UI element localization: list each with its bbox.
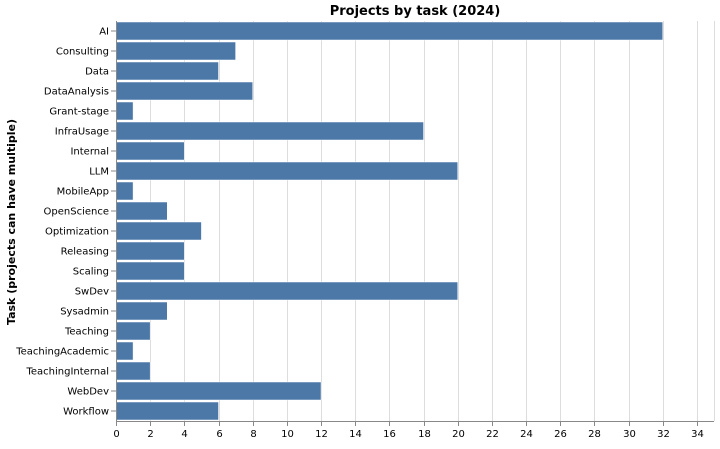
y-axis-title: Task (projects can have multiple) [5,119,18,325]
x-tick-label: 26 [554,429,567,440]
chart-title: Projects by task (2024) [330,4,501,19]
y-tick-label: Teaching [64,327,109,338]
bar-optimization [115,221,202,241]
bar-grant-stage [115,101,134,121]
bar-releasing [115,241,185,261]
x-tick-label: 24 [520,429,533,440]
x-tick-label: 28 [588,429,601,440]
bar-llm [115,161,458,181]
y-tick-label: Data [85,67,109,78]
bar-scaling [115,261,185,281]
y-tick-label: InfraUsage [55,127,109,138]
x-tick-label: 4 [181,429,187,440]
bars [115,21,663,421]
x-tick-label: 20 [452,429,465,440]
bar-ai [115,21,663,41]
bar-swdev [115,281,458,301]
x-tick-label: 6 [216,429,222,440]
y-tick-label: Releasing [61,247,109,258]
x-tick-label: 32 [657,429,670,440]
x-tick-label: 18 [418,429,431,440]
y-tick-label: Scaling [73,267,109,278]
bar-teachingacademic [115,341,134,361]
gridlines [116,21,715,421]
bar-consulting [115,41,236,61]
x-tick-label: 12 [315,429,328,440]
bar-workflow [115,401,219,421]
bar-openscience [115,201,168,221]
x-tick-label: 34 [691,429,704,440]
axes: AI Consulting Data DataAnalysis Grant-stage I… [15,21,714,440]
bar-internal [115,141,185,161]
x-tick-label: 2 [147,429,153,440]
y-tick-label: OpenScience [44,207,109,218]
bar-webdev [115,381,322,401]
x-tick-label: 0 [113,429,119,440]
y-tick-label: Consulting [56,47,109,58]
y-tick-label: AI [99,27,109,38]
y-tick-label: Grant-stage [49,107,109,118]
y-tick-label: LLM [89,167,109,178]
x-tick-label: 14 [349,429,362,440]
bar-sysadmin [115,301,168,321]
bar-infrausage [115,121,424,141]
x-tick-label: 22 [486,429,499,440]
y-tick-label: Sysadmin [60,307,109,318]
y-tick-label: DataAnalysis [44,87,109,98]
bar-dataanalysis [115,81,253,101]
x-tick-label: 10 [281,429,294,440]
x-tick-label: 30 [623,429,636,440]
y-tick-label: Internal [70,147,109,158]
y-tick-label: TeachingInternal [25,367,109,378]
bar-mobileapp [115,181,134,201]
y-tick-label: MobileApp [57,187,109,198]
x-tick-label: 16 [383,429,396,440]
y-tick-label: SwDev [75,287,109,298]
x-tick-label: 8 [250,429,256,440]
bar-teachinginternal [115,361,151,381]
y-tick-label: WebDev [67,387,109,398]
y-tick-label: TeachingAcademic [15,347,109,358]
bar-teaching [115,321,151,341]
y-tick-label: Optimization [45,227,109,238]
bar-data [115,61,219,81]
y-tick-label: Workflow [63,407,109,418]
